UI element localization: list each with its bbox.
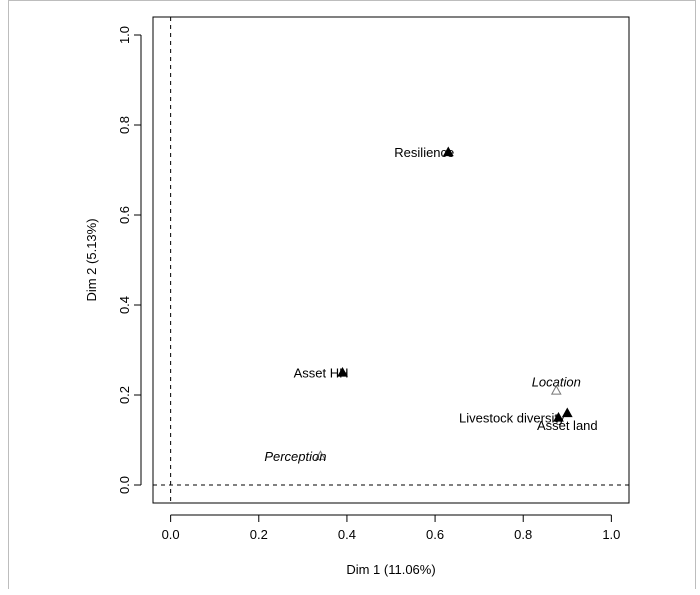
y-tick-label: 1.0 <box>117 26 132 44</box>
point-marker-livestock-diversity <box>553 411 564 422</box>
x-axis-title: Dim 1 (11.06%) <box>346 562 435 577</box>
point-label-asset-land: Asset land <box>537 418 598 433</box>
y-tick-label: 0.6 <box>117 206 132 224</box>
scatter-chart: 0.0 0.2 0.4 0.6 0.8 1.0 0.0 0.2 0.4 0.6 0.8 1.0 Re… <box>84 16 630 577</box>
x-tick-label: 0.2 <box>250 527 268 542</box>
plot-area-border <box>152 16 630 504</box>
point-marker-perception <box>315 450 326 460</box>
point-label-livestock-diversity: Livestock diversity <box>459 411 565 426</box>
y-tick-label: 0.4 <box>117 296 132 314</box>
point-label-location: Location <box>532 375 581 390</box>
point-marker-resilience <box>442 146 454 157</box>
x-tick-label: 0.4 <box>338 527 356 542</box>
x-tick-label: 0.8 <box>514 527 532 542</box>
y-tick-label: 0.0 <box>117 476 132 494</box>
y-tick-label: 0.2 <box>117 386 132 404</box>
y-axis: 0.0 0.2 0.4 0.6 0.8 1.0 <box>117 26 142 494</box>
point-marker-location <box>550 384 562 395</box>
x-tick-label: 0.6 <box>426 527 444 542</box>
point-marker-asset-hh <box>337 366 348 377</box>
y-axis-title: Dim 2 (5.13%) <box>84 218 99 301</box>
reference-lines <box>153 17 629 503</box>
data-points: Resilience Asset HH Location Livestock dive… <box>264 145 597 464</box>
point-marker-asset-land <box>561 407 573 418</box>
x-tick-label: 1.0 <box>602 527 620 542</box>
figure-frame: 0.0 0.2 0.4 0.6 0.8 1.0 0.0 0.2 0.4 0.6 0.8 1.0 Re… <box>8 0 696 589</box>
point-label-perception: Perception <box>264 449 326 464</box>
point-label-resilience: Resilience <box>394 145 454 160</box>
x-tick-label: 0.0 <box>162 527 180 542</box>
x-axis: 0.0 0.2 0.4 0.6 0.8 1.0 <box>162 514 620 542</box>
point-label-asset-hh: Asset HH <box>294 366 349 381</box>
y-tick-label: 0.8 <box>117 116 132 134</box>
